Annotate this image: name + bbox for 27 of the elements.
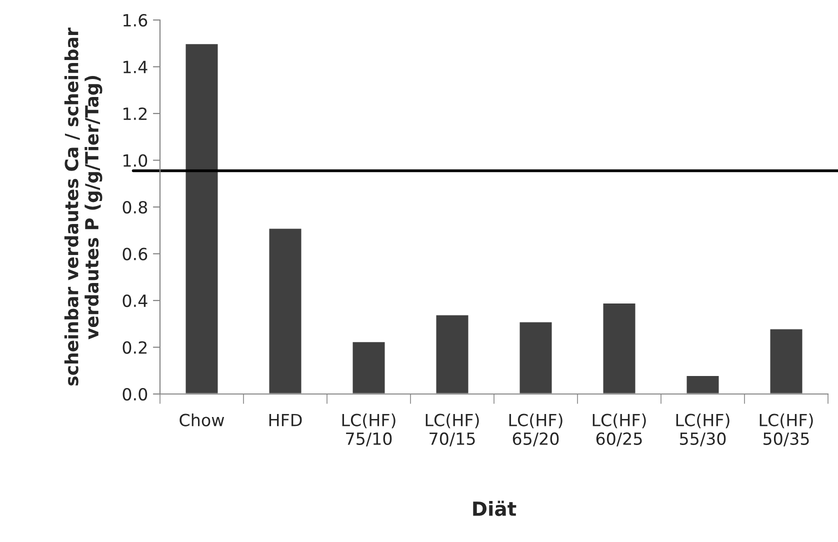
- bar: [351, 340, 386, 394]
- x-tick-label: LC(HF) 50/35: [760, 413, 813, 446]
- bar: [434, 314, 470, 394]
- x-tick-label: LC(HF) 65/20: [509, 413, 562, 446]
- bar: [685, 374, 720, 394]
- y-tick-label: 0.2: [122, 341, 147, 354]
- bar: [184, 42, 220, 394]
- y-tick-label: 1.6: [124, 14, 148, 27]
- bar: [602, 302, 637, 394]
- y-tick-label: 1.2: [124, 107, 147, 120]
- y-tick-label: 0.4: [122, 294, 148, 308]
- x-axis-title: Diät: [473, 500, 516, 516]
- y-tick-label: 0.8: [122, 200, 148, 214]
- bar: [268, 227, 303, 394]
- x-tick-label: LC(HF) 75/10: [342, 413, 396, 446]
- x-tick-label: HFD: [269, 414, 302, 426]
- bar: [768, 328, 804, 394]
- y-axis-title: scheinbar verdautes Ca / scheinbar verdautes P (g/g/Tier/Tag): [64, 28, 102, 386]
- y-tick-label: 1.4: [124, 60, 148, 74]
- x-tick-label: LC(HF) 55/30: [676, 413, 730, 446]
- x-tick-label: LC(HF) 60/25: [592, 413, 646, 446]
- bar: [518, 320, 554, 394]
- x-tick-label: LC(HF) 70/15: [426, 413, 479, 446]
- y-tick-label: 0.6: [122, 248, 148, 260]
- y-tick-label: 1.0: [124, 154, 148, 167]
- x-tick-label: Chow: [180, 413, 224, 426]
- y-tick-label: 0.0: [122, 388, 148, 401]
